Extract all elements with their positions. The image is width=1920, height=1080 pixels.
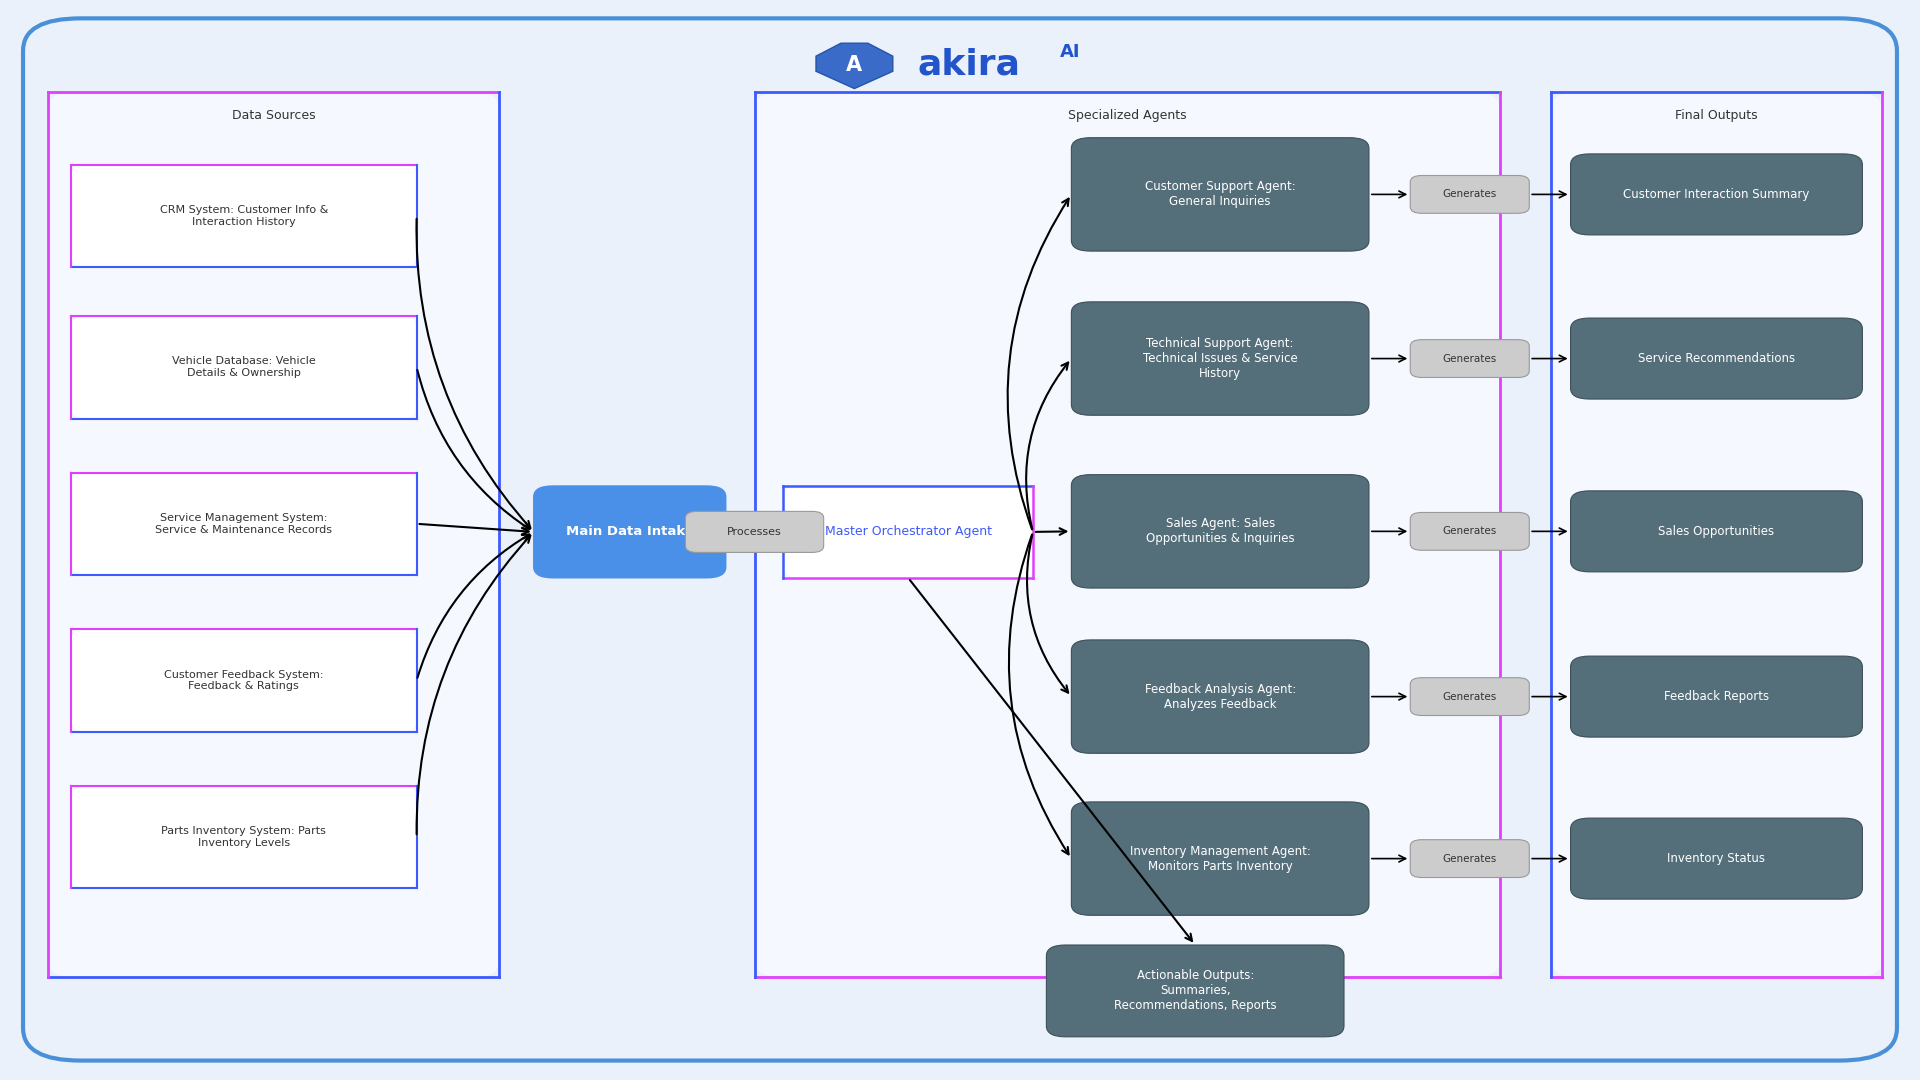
FancyBboxPatch shape bbox=[783, 486, 1033, 578]
Text: Feedback Analysis Agent:
Analyzes Feedback: Feedback Analysis Agent: Analyzes Feedba… bbox=[1144, 683, 1296, 711]
Text: Inventory Status: Inventory Status bbox=[1667, 852, 1766, 865]
Text: Vehicle Database: Vehicle
Details & Ownership: Vehicle Database: Vehicle Details & Owne… bbox=[173, 356, 315, 378]
Text: AI: AI bbox=[1060, 43, 1081, 60]
FancyBboxPatch shape bbox=[71, 164, 417, 267]
FancyBboxPatch shape bbox=[48, 92, 499, 977]
Text: Technical Support Agent:
Technical Issues & Service
History: Technical Support Agent: Technical Issue… bbox=[1142, 337, 1298, 380]
Text: Generates: Generates bbox=[1442, 526, 1498, 537]
FancyBboxPatch shape bbox=[1571, 656, 1862, 737]
FancyBboxPatch shape bbox=[1551, 92, 1882, 977]
FancyBboxPatch shape bbox=[1571, 154, 1862, 234]
FancyBboxPatch shape bbox=[1409, 513, 1528, 550]
Text: Generates: Generates bbox=[1442, 691, 1498, 702]
FancyBboxPatch shape bbox=[1571, 318, 1862, 399]
FancyBboxPatch shape bbox=[71, 473, 417, 575]
Text: Processes: Processes bbox=[728, 527, 781, 537]
Text: A: A bbox=[847, 55, 862, 75]
FancyBboxPatch shape bbox=[1571, 819, 1862, 899]
Text: Service Recommendations: Service Recommendations bbox=[1638, 352, 1795, 365]
FancyBboxPatch shape bbox=[1071, 301, 1369, 415]
FancyBboxPatch shape bbox=[1046, 945, 1344, 1037]
Text: Customer Support Agent:
General Inquiries: Customer Support Agent: General Inquirie… bbox=[1144, 180, 1296, 208]
FancyBboxPatch shape bbox=[1409, 339, 1528, 377]
Text: Service Management System:
Service & Maintenance Records: Service Management System: Service & Mai… bbox=[156, 513, 332, 535]
FancyBboxPatch shape bbox=[1071, 639, 1369, 754]
Text: Sales Opportunities: Sales Opportunities bbox=[1659, 525, 1774, 538]
Text: Generates: Generates bbox=[1442, 189, 1498, 200]
Text: Sales Agent: Sales
Opportunities & Inquiries: Sales Agent: Sales Opportunities & Inqui… bbox=[1146, 517, 1294, 545]
FancyBboxPatch shape bbox=[1409, 175, 1528, 213]
Text: Actionable Outputs:
Summaries,
Recommendations, Reports: Actionable Outputs: Summaries, Recommend… bbox=[1114, 970, 1277, 1012]
FancyBboxPatch shape bbox=[685, 511, 824, 552]
FancyBboxPatch shape bbox=[71, 315, 417, 418]
Text: Data Sources: Data Sources bbox=[232, 109, 315, 122]
Text: Feedback Reports: Feedback Reports bbox=[1665, 690, 1768, 703]
FancyBboxPatch shape bbox=[1409, 840, 1528, 877]
Text: CRM System: Customer Info &
Interaction History: CRM System: Customer Info & Interaction … bbox=[159, 205, 328, 227]
Text: Specialized Agents: Specialized Agents bbox=[1068, 109, 1187, 122]
Text: Customer Interaction Summary: Customer Interaction Summary bbox=[1622, 188, 1811, 201]
Text: Main Data Intake: Main Data Intake bbox=[566, 525, 693, 539]
FancyBboxPatch shape bbox=[1071, 138, 1369, 252]
Text: akira: akira bbox=[918, 48, 1021, 82]
FancyBboxPatch shape bbox=[71, 786, 417, 888]
Text: Customer Feedback System:
Feedback & Ratings: Customer Feedback System: Feedback & Rat… bbox=[163, 670, 324, 691]
Text: Parts Inventory System: Parts
Inventory Levels: Parts Inventory System: Parts Inventory … bbox=[161, 826, 326, 848]
FancyBboxPatch shape bbox=[71, 629, 417, 732]
Polygon shape bbox=[816, 43, 893, 89]
Text: Generates: Generates bbox=[1442, 353, 1498, 364]
FancyBboxPatch shape bbox=[1571, 490, 1862, 571]
FancyBboxPatch shape bbox=[755, 92, 1500, 977]
Text: Final Outputs: Final Outputs bbox=[1674, 109, 1759, 122]
FancyBboxPatch shape bbox=[1071, 801, 1369, 916]
Text: Generates: Generates bbox=[1442, 853, 1498, 864]
FancyBboxPatch shape bbox=[534, 486, 726, 578]
Text: Master Orchestrator Agent: Master Orchestrator Agent bbox=[826, 525, 991, 539]
Text: Inventory Management Agent:
Monitors Parts Inventory: Inventory Management Agent: Monitors Par… bbox=[1129, 845, 1311, 873]
FancyBboxPatch shape bbox=[1071, 475, 1369, 588]
FancyBboxPatch shape bbox=[1409, 678, 1528, 716]
FancyBboxPatch shape bbox=[23, 18, 1897, 1061]
